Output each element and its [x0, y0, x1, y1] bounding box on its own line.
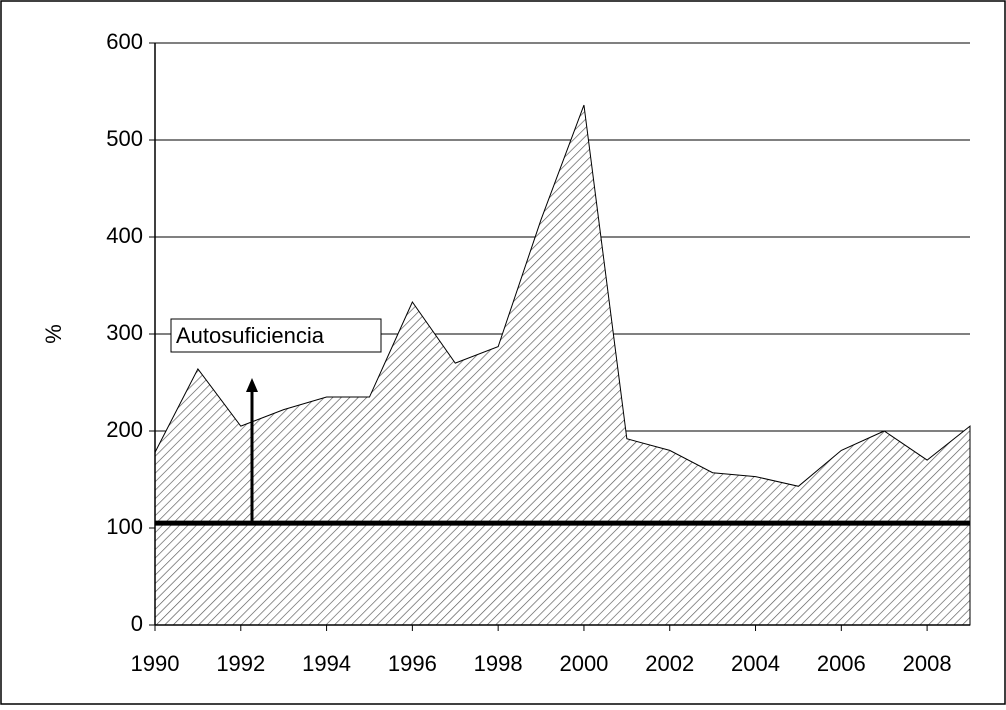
y-tick-label: 300	[106, 320, 143, 345]
x-tick-label: 1990	[131, 651, 180, 676]
x-tick-label: 2006	[817, 651, 866, 676]
area	[154, 104, 971, 626]
x-tick-label: 2000	[559, 651, 608, 676]
y-tick-label: 600	[106, 29, 143, 54]
y-axis-label: %	[41, 324, 66, 344]
y-tick-label: 400	[106, 223, 143, 248]
x-tick-label: 1992	[216, 651, 265, 676]
annotation-arrowhead	[246, 378, 258, 392]
x-tick-label: 2008	[903, 651, 952, 676]
x-tick-label: 1994	[302, 651, 351, 676]
x-tick-label: 1998	[474, 651, 523, 676]
y-tick-label: 200	[106, 417, 143, 442]
x-tick-label: 2002	[645, 651, 694, 676]
y-tick-label: 0	[131, 611, 143, 636]
y-tick-label: 100	[106, 514, 143, 539]
y-tick-label: 500	[106, 126, 143, 151]
x-tick-label: 1996	[388, 651, 437, 676]
x-tick-label: 2004	[731, 651, 780, 676]
annotation: Autosuficiencia	[176, 323, 325, 348]
annotation-box	[170, 318, 382, 353]
